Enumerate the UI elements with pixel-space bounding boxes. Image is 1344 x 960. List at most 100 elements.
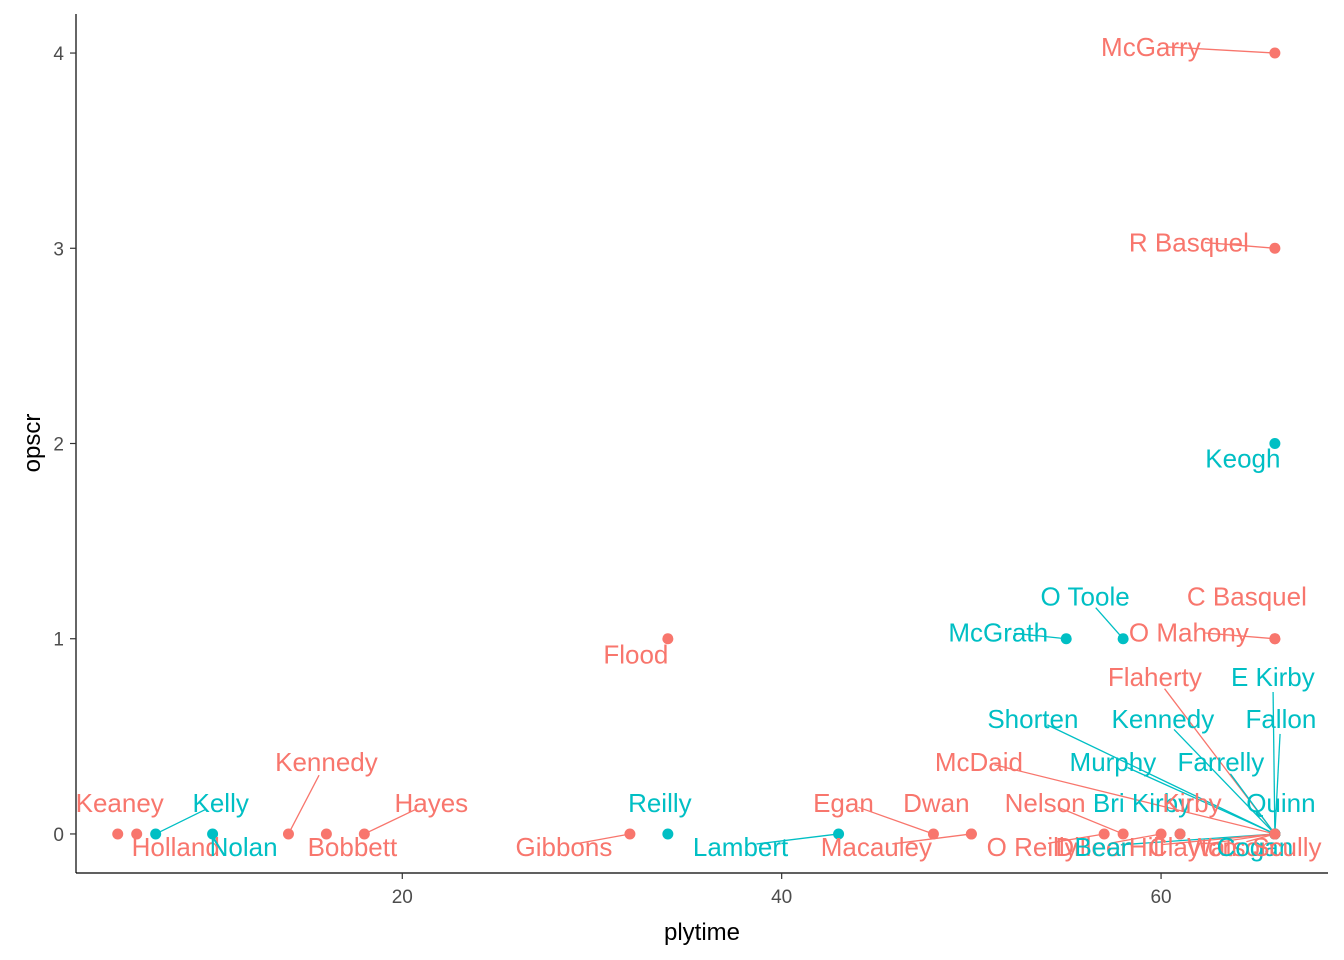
label-connector (287, 774, 320, 835)
point-label: O Toole (1041, 582, 1130, 612)
label-connector (1047, 724, 1276, 835)
axes (75, 14, 1328, 874)
data-point (662, 633, 674, 645)
point-label: Kelly (192, 788, 248, 818)
point-label: Gibbons (515, 832, 612, 862)
point-label: Bean (1075, 832, 1136, 862)
data-point (1269, 47, 1281, 59)
point-labels: McGarry R Basquel Keogh C Basquel O Mahony O … (76, 32, 1322, 862)
data-point (965, 828, 977, 840)
point-label: McGrath (948, 618, 1048, 648)
data-point (1269, 438, 1281, 449)
data-point (150, 828, 162, 840)
point-label: Bobbett (308, 832, 398, 862)
point-label: Egan (813, 788, 874, 818)
point-label: O Mahony (1129, 618, 1249, 648)
data-point (131, 828, 143, 840)
label-connector (1272, 691, 1276, 834)
point-label: E Kirby (1231, 662, 1315, 692)
point-label: Kirby (1162, 788, 1221, 818)
data-point (927, 828, 939, 840)
x-tick-label: 40 (771, 887, 792, 908)
label-connector (1047, 833, 1105, 844)
data-points (112, 47, 1281, 840)
point-label: Kennedy (275, 747, 378, 777)
point-label: R Basquel (1129, 227, 1249, 257)
point-label: Murphy (1070, 747, 1157, 777)
y-tick-label: 2 (53, 435, 64, 456)
label-connector (1204, 241, 1275, 249)
point-label: Dilleen (1055, 832, 1135, 862)
label-connector (364, 808, 418, 835)
data-point (1174, 828, 1186, 840)
label-connector (1059, 807, 1124, 835)
point-label: Cogan (1217, 832, 1294, 862)
label-connector (1204, 632, 1275, 640)
point-label: Hill (1129, 832, 1165, 862)
point-label: C Basquel (1187, 582, 1307, 612)
label-connector (1173, 729, 1276, 835)
data-point (1269, 242, 1281, 254)
point-label: Kennedy (1112, 704, 1215, 734)
data-point (1060, 633, 1072, 645)
label-connector (1274, 733, 1281, 834)
point-label: Farrelly (1178, 747, 1265, 777)
data-point (1117, 828, 1129, 840)
data-point (1269, 828, 1281, 840)
y-tick-label: 1 (53, 630, 64, 651)
data-point (207, 828, 219, 840)
data-point (358, 828, 370, 840)
point-label: Macauley (821, 832, 932, 862)
data-point (112, 828, 124, 840)
point-label: Fallon (1245, 704, 1316, 734)
y-tick-label: 4 (53, 44, 64, 65)
data-point (1117, 633, 1129, 645)
point-label: Keogh (1205, 444, 1280, 474)
label-connector (1229, 773, 1276, 835)
label-connector (1095, 607, 1124, 640)
ticks: 20 40 60 0 1 2 3 4 (53, 44, 1171, 908)
x-tick-label: 20 (392, 887, 413, 908)
label-connector (1208, 833, 1275, 845)
point-label: Flood (603, 640, 668, 670)
label-connector (1166, 46, 1275, 54)
label-connector (1127, 766, 1276, 835)
point-label: Quinn (1246, 788, 1315, 818)
point-label: Nolan (210, 832, 278, 862)
point-label: Flaherty (1108, 662, 1202, 692)
label-connector (994, 764, 1276, 835)
point-label: Hayes (394, 788, 468, 818)
point-label: Bri Kirby (1093, 788, 1191, 818)
y-tick-label: 3 (53, 239, 64, 260)
data-point (282, 828, 294, 840)
label-connector (1014, 632, 1067, 640)
point-label: Reilly (628, 788, 692, 818)
label-connector (858, 806, 934, 835)
point-label: Keaney (76, 788, 164, 818)
y-axis-title: opscr (19, 414, 46, 473)
data-point (833, 828, 845, 840)
data-point (1098, 828, 1110, 840)
data-point (624, 828, 636, 840)
y-tick-label: 0 (53, 825, 64, 846)
point-label: Watson (1187, 832, 1274, 862)
label-connector (756, 833, 839, 845)
point-label: McGarry (1101, 32, 1201, 62)
point-label: Nelson (1005, 788, 1086, 818)
x-tick-label: 60 (1150, 887, 1171, 908)
point-label: McDaid (935, 747, 1023, 777)
point-label: Clayton (1149, 832, 1237, 862)
point-label: Holland (132, 832, 220, 862)
point-label: O Reilly (987, 832, 1078, 862)
label-connector (155, 808, 207, 835)
data-point (1269, 633, 1281, 645)
point-label: Scully (1252, 832, 1321, 862)
point-label: Shorten (987, 704, 1078, 734)
label-connector (1162, 833, 1275, 846)
data-point (320, 828, 332, 840)
point-label: Lambert (693, 832, 789, 862)
data-point (1155, 828, 1167, 840)
label-connector-lines (155, 46, 1281, 846)
data-point (662, 828, 674, 840)
